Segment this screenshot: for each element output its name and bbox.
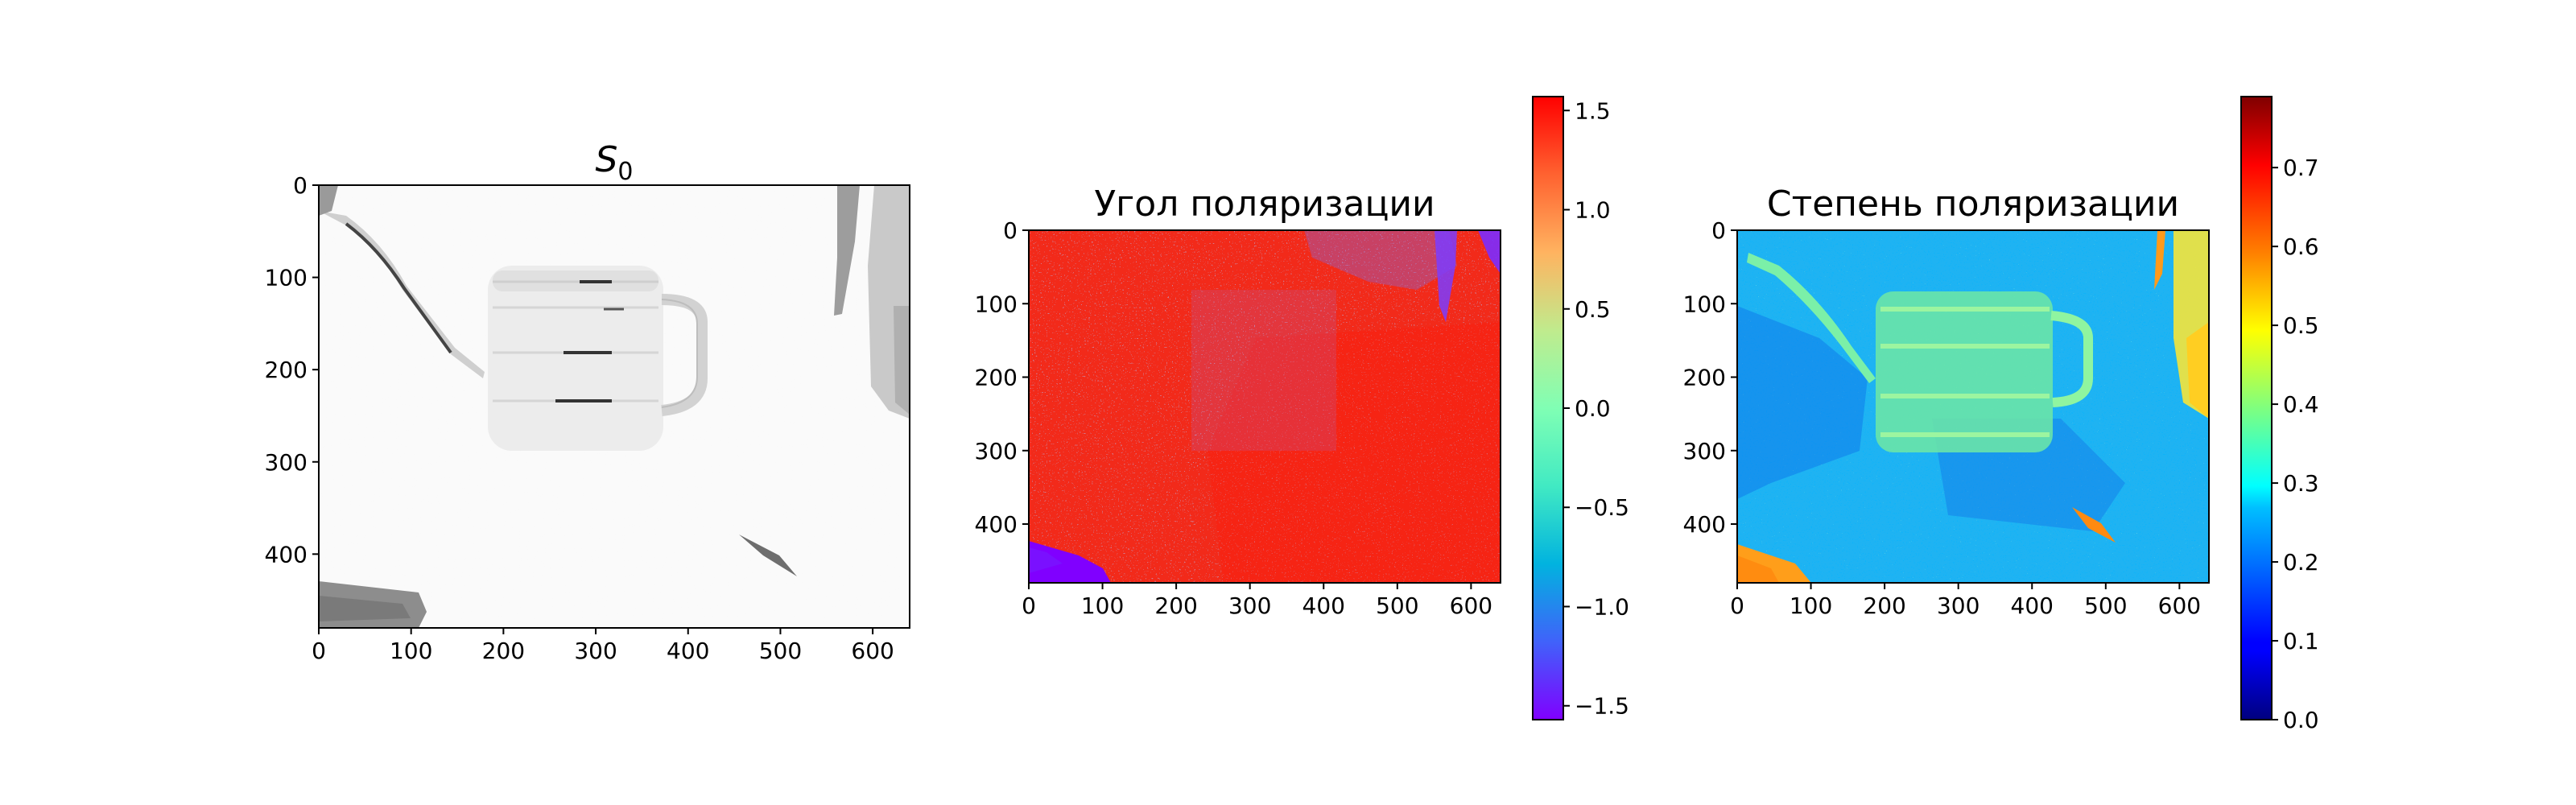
panel-degree-x-tick-label: 400 — [2011, 592, 2054, 619]
panel-angle-x-tick-label: 400 — [1302, 592, 1345, 619]
panel-degree-y-tick-label: 100 — [1683, 291, 1726, 317]
angle-colorbar-tick-label: 1.0 — [1575, 197, 1611, 224]
panel-angle-x-tick-label: 300 — [1228, 592, 1271, 619]
panel-angle-title: Угол поляризации — [1094, 184, 1435, 225]
angle-colorbar: −1.5 −1.0 −0.5 0.0 0.5 1.0 1.5 — [1532, 96, 1629, 720]
panel-degree-x-tick-label: 300 — [1937, 592, 1979, 619]
panel-s0-x-tick-label: 100 — [390, 638, 432, 664]
panel-angle-image — [1029, 230, 1501, 583]
panel-degree-x-tick-label: 100 — [1790, 592, 1832, 619]
panel-angle-x-tick-label: 0 — [1022, 592, 1036, 619]
panel-s0-x-tick-label: 400 — [667, 638, 709, 664]
panel-degree-x-tick-label: 0 — [1730, 592, 1744, 619]
panel-degree-image — [1737, 230, 2209, 583]
degree-colorbar-tick-label: 0.0 — [2283, 707, 2319, 733]
panel-degree-y-axis: 0 100 200 300 400 — [1683, 217, 1737, 538]
panel-s0-x-axis: 0 100 200 300 400 500 600 — [312, 628, 894, 664]
panel-degree-y-tick-label: 0 — [1711, 217, 1726, 244]
panel-s0-frame — [318, 184, 910, 629]
panel-angle-y-tick-label: 200 — [975, 365, 1018, 391]
panel-degree-title: Степень поляризации — [1767, 184, 2179, 225]
angle-colorbar-tick-label: −1.5 — [1575, 693, 1629, 720]
angle-colorbar-gradient — [1532, 96, 1564, 720]
panel-s0-title-base: S — [595, 139, 617, 180]
panel-angle-y-tick-label: 300 — [975, 438, 1018, 464]
panel-degree-x-tick-label: 200 — [1863, 592, 1905, 619]
panel-degree-y-tick-label: 400 — [1683, 511, 1726, 538]
panel-angle-x-tick-label: 100 — [1081, 592, 1124, 619]
degree-colorbar-tick-label: 0.4 — [2283, 391, 2319, 418]
panel-degree-x-axis: 0 100 200 300 400 500 600 — [1730, 583, 2201, 619]
degree-colorbar: 0.0 0.1 0.2 0.3 0.4 0.5 0.6 0.7 — [2240, 96, 2319, 733]
angle-colorbar-ticks: −1.5 −1.0 −0.5 0.0 0.5 1.0 1.5 — [1563, 97, 1629, 720]
panel-degree: Степень поляризации — [1683, 96, 2319, 733]
panel-degree-x-tick-label: 600 — [2158, 592, 2201, 619]
angle-colorbar-tick-label: −0.5 — [1575, 494, 1629, 521]
panel-s0-y-tick-label: 100 — [265, 265, 308, 291]
degree-colorbar-tick-label: 0.2 — [2283, 549, 2319, 576]
panel-angle-x-tick-label: 200 — [1154, 592, 1197, 619]
panel-s0-y-tick-label: 400 — [265, 541, 308, 568]
degree-colorbar-gradient — [2240, 96, 2273, 720]
degree-colorbar-ticks: 0.0 0.1 0.2 0.3 0.4 0.5 0.6 0.7 — [2272, 155, 2319, 733]
panel-s0: S0 — [265, 139, 910, 664]
panel-angle-y-tick-label: 100 — [975, 291, 1018, 317]
panel-angle: Угол поляризации 0 100 200 300 400 500 600 0 10… — [975, 96, 1629, 720]
panel-degree-y-tick-label: 300 — [1683, 438, 1726, 464]
panel-degree-y-tick-label: 200 — [1683, 365, 1726, 391]
degree-colorbar-tick-label: 0.1 — [2283, 628, 2319, 654]
panel-angle-x-tick-label: 600 — [1450, 592, 1492, 619]
degree-colorbar-tick-label: 0.7 — [2283, 155, 2319, 181]
panel-angle-y-axis: 0 100 200 300 400 — [975, 217, 1029, 538]
panel-s0-y-tick-label: 300 — [265, 449, 308, 476]
degree-colorbar-tick-label: 0.6 — [2283, 233, 2319, 260]
panel-s0-x-tick-label: 500 — [759, 638, 802, 664]
angle-colorbar-tick-label: 1.5 — [1575, 97, 1611, 124]
panel-s0-y-tick-label: 200 — [265, 357, 308, 383]
degree-colorbar-tick-label: 0.3 — [2283, 470, 2319, 497]
panel-angle-frame — [1028, 229, 1501, 584]
panel-s0-y-tick-label: 0 — [293, 172, 308, 199]
panel-s0-image — [319, 185, 910, 628]
angle-colorbar-tick-label: 0.0 — [1575, 395, 1611, 422]
angle-colorbar-tick-label: −1.0 — [1575, 593, 1629, 620]
panel-s0-y-axis: 0 100 200 300 400 — [265, 172, 319, 568]
degree-colorbar-tick-label: 0.5 — [2283, 312, 2319, 339]
panel-angle-y-tick-label: 400 — [975, 511, 1018, 538]
panel-degree-x-tick-label: 500 — [2084, 592, 2127, 619]
panel-angle-x-tick-label: 500 — [1376, 592, 1418, 619]
panel-degree-frame — [1736, 229, 2210, 584]
panel-s0-x-tick-label: 200 — [482, 638, 525, 664]
panel-s0-x-tick-label: 300 — [574, 638, 617, 664]
panel-angle-y-tick-label: 0 — [1003, 217, 1018, 244]
panel-s0-title: S0 — [595, 139, 633, 186]
panel-s0-title-sub: 0 — [617, 158, 633, 186]
panel-s0-x-tick-label: 600 — [851, 638, 894, 664]
panel-angle-x-axis: 0 100 200 300 400 500 600 — [1022, 583, 1492, 619]
panel-s0-x-tick-label: 0 — [312, 638, 326, 664]
angle-colorbar-tick-label: 0.5 — [1575, 296, 1611, 323]
